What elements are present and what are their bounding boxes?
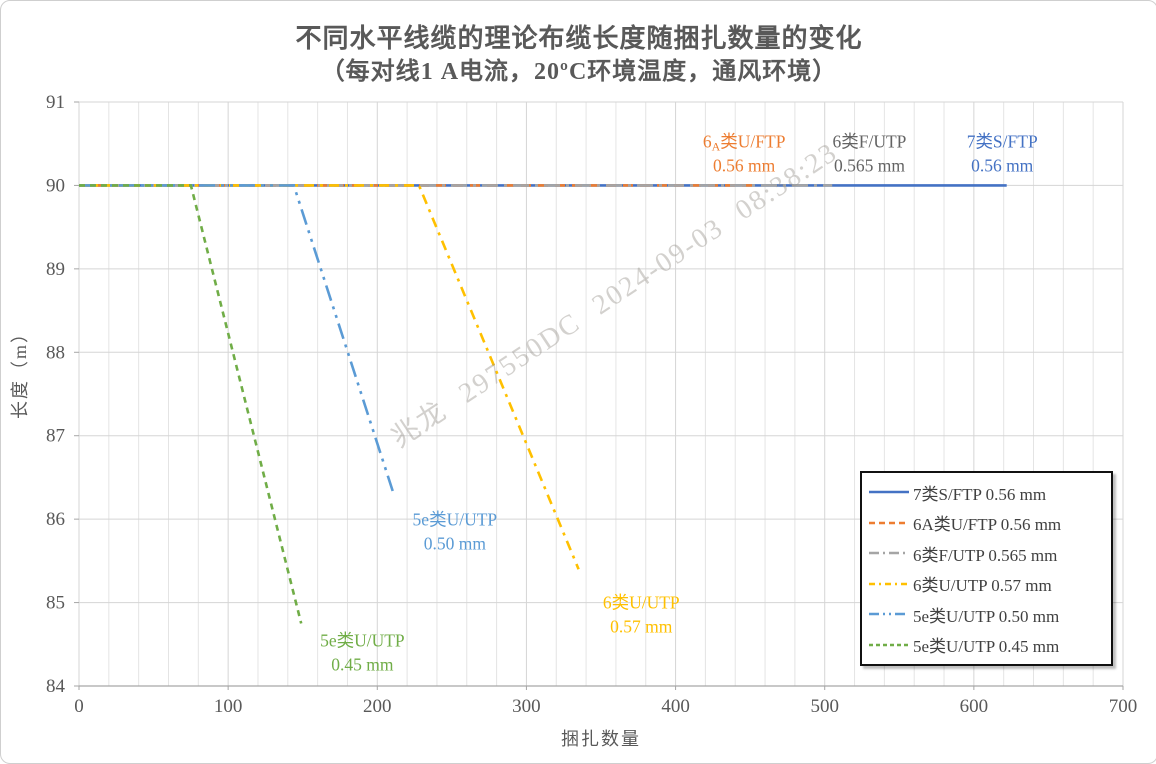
y-tick-label: 91 (46, 92, 65, 113)
legend-label: 6类F/UTP 0.565 mm (913, 545, 1058, 565)
data-label: 6类F/UTP 0.565 mm (833, 132, 907, 176)
legend-line-sample (869, 490, 909, 494)
x-tick-label: 400 (661, 696, 690, 717)
title-block: 不同水平线缆的理论布缆长度随捆扎数量的变化 （每对线1 A电流，20ºC环境温度… (1, 23, 1156, 87)
legend-line-sample (869, 643, 909, 647)
legend-item: 5e类U/UTP 0.45 mm (868, 632, 1105, 657)
legend-line-sample (869, 612, 909, 616)
y-tick-label: 88 (46, 342, 65, 363)
x-tick-label: 600 (960, 696, 989, 717)
series-line (79, 184, 303, 624)
legend-label: 5e类U/UTP 0.45 mm (913, 637, 1060, 657)
legend-line-sample (869, 521, 909, 525)
y-axis-title: 长度（m） (10, 322, 30, 419)
data-label: 5e类U/UTP 0.50 mm (413, 510, 498, 554)
legend: 7类S/FTP 0.56 mm 6A类U/FTP 0.56 mm 6类F/UTP 0… (860, 471, 1113, 666)
series-line (79, 184, 580, 570)
y-tick-label: 87 (46, 426, 65, 447)
x-tick-label: 300 (512, 696, 541, 717)
x-axis-title: 捆扎数量 (561, 729, 641, 749)
legend-item: 5e类U/UTP 0.50 mm (868, 602, 1105, 627)
legend-line-sample (869, 582, 909, 586)
x-tick-label: 0 (74, 696, 84, 717)
x-tick-label: 100 (214, 696, 243, 717)
y-tick-label: 86 (46, 509, 65, 530)
chart-subtitle: （每对线1 A电流，20ºC环境温度，通风环境） (1, 57, 1156, 87)
legend-item: 7类S/FTP 0.56 mm (868, 480, 1105, 505)
legend-line-sample (869, 551, 909, 555)
chart-subtitle-segment: 20ºC (534, 59, 588, 85)
y-tick-label: 84 (46, 676, 66, 697)
data-label: 6类U/UTP 0.57 mm (603, 592, 680, 636)
x-tick-label: 500 (810, 696, 839, 717)
legend-item: 6类U/UTP 0.57 mm (868, 571, 1105, 596)
series-line (79, 184, 395, 495)
chart-title: 不同水平线缆的理论布缆长度随捆扎数量的变化 (295, 24, 863, 53)
chart-subtitle-segment: 电流， (459, 59, 535, 85)
x-tick-label: 700 (1109, 696, 1138, 717)
legend-label: 6类U/UTP 0.57 mm (913, 576, 1052, 596)
legend-item: 6类F/UTP 0.565 mm (868, 541, 1105, 566)
chart-subtitle-segment: 1 A (420, 59, 460, 85)
x-tick-label: 200 (363, 696, 392, 717)
legend-label: 7类S/FTP 0.56 mm (913, 484, 1047, 504)
y-tick-label: 85 (46, 593, 65, 614)
data-label: 7类S/FTP 0.56 mm (967, 132, 1038, 176)
chart-subtitle-segment: 环境温度，通风环境） (587, 59, 838, 85)
data-label: 5e类U/UTP 0.45 mm (320, 631, 405, 675)
legend-label: 5e类U/UTP 0.50 mm (913, 606, 1060, 626)
y-tick-label: 90 (46, 175, 65, 196)
y-tick-label: 89 (46, 259, 65, 280)
legend-item: 6A类U/FTP 0.56 mm (868, 510, 1105, 535)
chart-subtitle-segment: （每对线 (320, 59, 421, 85)
legend-label: 6A类U/FTP 0.56 mm (913, 515, 1062, 535)
